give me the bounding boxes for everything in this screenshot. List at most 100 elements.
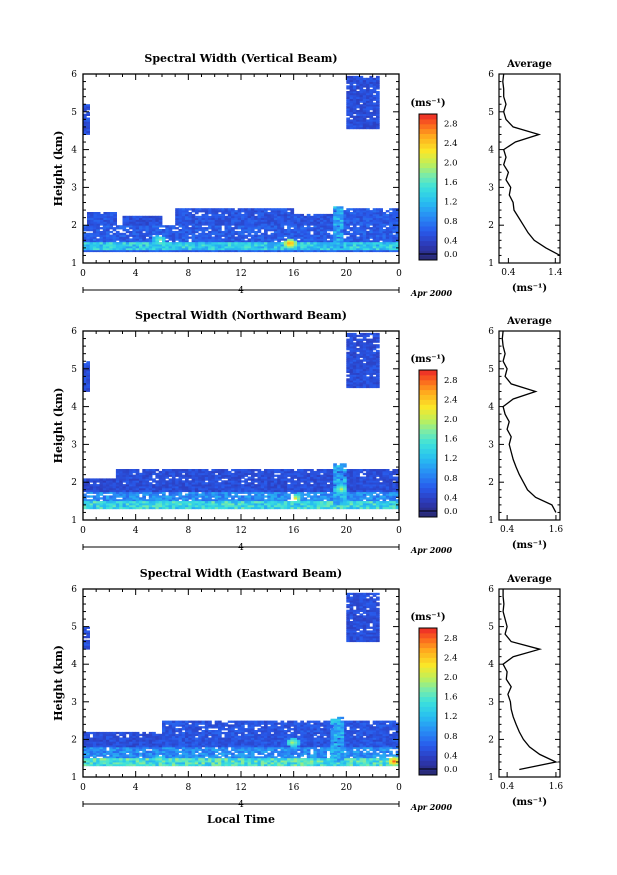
heatmap-cell	[277, 486, 281, 489]
heatmap-cell	[362, 102, 367, 105]
heatmap-cell	[244, 484, 248, 487]
heatmap-cell	[260, 470, 265, 474]
heatmap-cell	[273, 217, 278, 220]
heatmap-cell	[273, 249, 278, 253]
heatmap-cell	[244, 501, 248, 504]
heatmap-cell	[148, 236, 153, 239]
heatmap-cell	[185, 230, 189, 234]
heatmap-cell	[132, 487, 137, 491]
heatmap-cell	[152, 230, 156, 234]
heatmap-cell	[359, 230, 364, 234]
heatmap-cell	[227, 474, 232, 477]
heatmap-cell	[194, 499, 199, 502]
heatmap-cell	[254, 499, 258, 502]
heatmap-cell	[260, 208, 265, 211]
heatmap-cell	[293, 238, 298, 241]
heatmap-cell	[310, 249, 314, 253]
heatmap-cell	[339, 242, 344, 245]
heatmap-cell	[178, 229, 183, 232]
heatmap-cell	[168, 247, 173, 251]
heatmap-cell	[349, 87, 354, 90]
heatmap-cell	[356, 223, 360, 226]
heatmap-cell	[142, 240, 146, 243]
heatmap-cell	[346, 92, 350, 96]
average-x-label: (ms⁻¹)	[512, 283, 547, 294]
heatmap-cell	[283, 480, 288, 483]
heatmap-cell	[165, 236, 169, 239]
heatmap-cell	[103, 213, 108, 217]
heatmap-cell	[218, 229, 222, 232]
heatmap-cell	[204, 213, 209, 217]
heatmap-cell	[359, 249, 364, 253]
heatmap-cell	[250, 482, 255, 485]
heatmap-cell	[244, 217, 248, 220]
heatmap-cell	[185, 470, 189, 474]
heatmap-cell	[115, 493, 120, 496]
heatmap-cell	[343, 506, 347, 510]
heatmap-cell	[293, 476, 298, 479]
heatmap-cell	[352, 94, 357, 98]
heatmap-cell	[99, 234, 104, 237]
heatmap-cell	[323, 474, 327, 477]
heatmap-cell	[181, 246, 186, 249]
heatmap-cell	[218, 232, 222, 236]
heatmap-cell	[254, 487, 258, 491]
heatmap-cell	[346, 249, 350, 253]
colorbar-segment	[419, 225, 437, 232]
heatmap-cell	[135, 497, 140, 500]
heatmap-cell	[103, 212, 108, 215]
heatmap-cell	[346, 504, 350, 508]
heatmap-cell	[303, 489, 308, 493]
heatmap-cell	[178, 238, 183, 241]
heatmap-cell	[320, 497, 324, 500]
heatmap-cell	[181, 229, 186, 232]
heatmap-cell	[254, 493, 258, 496]
heatmap-cell	[310, 219, 314, 222]
heatmap-cell	[297, 225, 301, 228]
heatmap-cell	[221, 230, 225, 234]
heatmap-cell	[356, 102, 360, 105]
heatmap-cell	[293, 495, 298, 498]
heatmap-cell	[109, 249, 113, 253]
heatmap-cell	[346, 472, 350, 476]
heatmap-cell	[369, 230, 374, 234]
heatmap-cell	[392, 225, 397, 228]
heatmap-cell	[175, 497, 179, 500]
heatmap-cell	[112, 497, 117, 500]
heatmap-cell	[382, 247, 387, 251]
heatmap-cell	[244, 219, 248, 222]
heatmap-cell	[260, 221, 265, 224]
heatmap-cell	[346, 94, 350, 98]
heatmap-cell	[234, 499, 239, 502]
heatmap-cell	[356, 75, 360, 79]
colorbar-tick-label: 0.4	[444, 237, 458, 247]
heatmap-cell	[349, 238, 354, 241]
heatmap-cell	[277, 223, 281, 226]
heatmap-cell	[329, 244, 334, 247]
heatmap-cell	[188, 501, 192, 504]
heatmap-cell	[349, 484, 354, 487]
heatmap-cell	[369, 126, 374, 130]
heatmap-cell	[287, 212, 291, 215]
heatmap-cell	[264, 213, 268, 217]
heatmap-cell	[359, 489, 364, 493]
heatmap-cell	[142, 482, 146, 485]
heatmap-cell	[191, 470, 196, 474]
heatmap-cell	[99, 489, 104, 493]
heatmap-cell	[178, 491, 183, 494]
heatmap-cell	[247, 503, 252, 506]
heatmap-cell	[257, 223, 262, 226]
heatmap-cell	[221, 506, 225, 510]
colorbar-segment	[419, 196, 437, 203]
heatmap-cell	[214, 225, 219, 228]
heatmap-cell	[96, 213, 101, 217]
heatmap-cell	[250, 504, 255, 508]
heatmap-cell	[208, 486, 212, 489]
heatmap-cell	[267, 484, 271, 487]
heatmap-cell	[313, 493, 318, 496]
heatmap-cell	[287, 213, 291, 217]
heatmap-cell	[100, 213, 104, 217]
heatmap-cell	[185, 486, 189, 489]
heatmap-cell	[244, 242, 248, 245]
heatmap-cell	[287, 474, 291, 477]
